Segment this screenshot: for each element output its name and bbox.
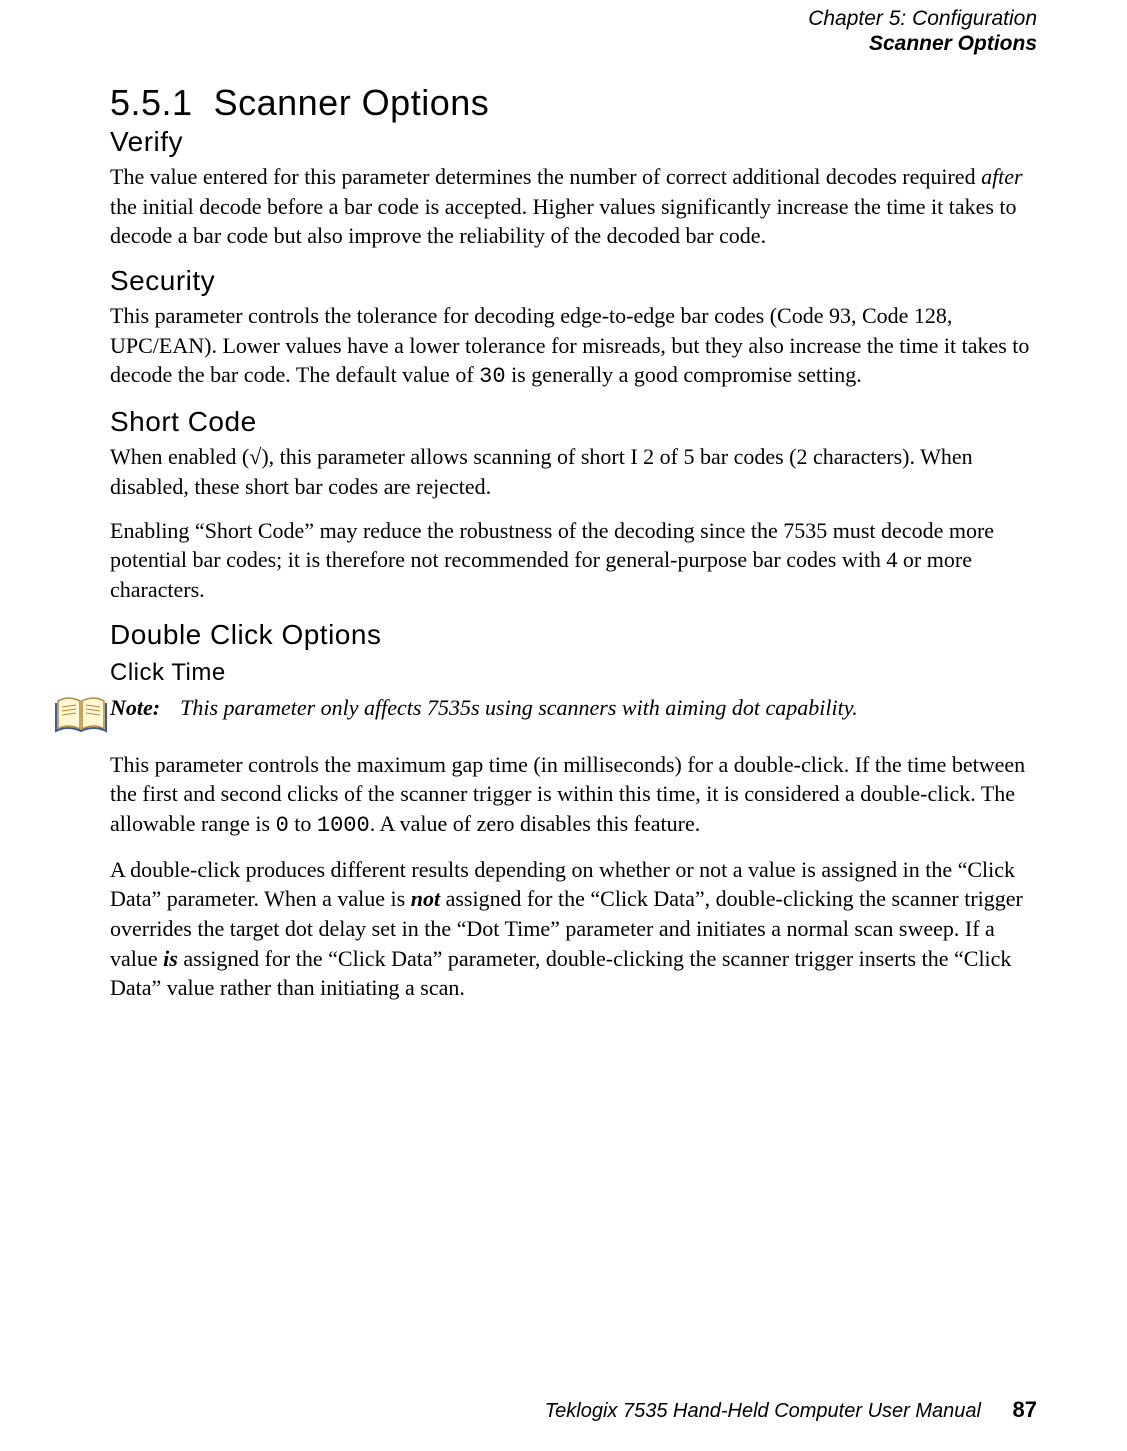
running-header-line1: Chapter 5: Configuration [808, 7, 1037, 30]
book-icon [54, 695, 108, 740]
running-header: Chapter 5: Configuration Scanner Options [808, 6, 1037, 56]
security-paragraph: This parameter controls the tolerance fo… [110, 301, 1037, 392]
content: 5.5.1 Scanner Options Verify The value e… [110, 0, 1037, 1003]
code-value: 30 [479, 364, 505, 389]
section-title: Scanner Options [214, 82, 490, 123]
code-value: 0 [276, 813, 289, 838]
doubleclick-heading: Double Click Options [110, 619, 1037, 651]
security-heading: Security [110, 265, 1037, 297]
text-italic: after [981, 164, 1023, 189]
text: is generally a good compromise setting. [506, 362, 862, 387]
shortcode-paragraph-2: Enabling “Short Code” may reduce the rob… [110, 516, 1037, 605]
verify-paragraph: The value entered for this parameter det… [110, 162, 1037, 251]
note-body: This parameter only affects 7535s using … [180, 695, 858, 720]
shortcode-heading: Short Code [110, 406, 1037, 438]
text-bold-italic: not [411, 886, 440, 911]
clicktime-paragraph-1: This parameter controls the maximum gap … [110, 750, 1037, 841]
text: . A value of zero disables this feature. [370, 811, 701, 836]
verify-heading: Verify [110, 126, 1037, 158]
note-label: Note: [110, 695, 160, 720]
page-number: 87 [1013, 1397, 1037, 1422]
running-header-line2: Scanner Options [869, 32, 1037, 55]
text: to [289, 811, 317, 836]
page: Chapter 5: Configuration Scanner Options… [0, 0, 1127, 1451]
text-bold-italic: is [163, 946, 178, 971]
section-heading: 5.5.1 Scanner Options [110, 82, 1037, 124]
text: the initial decode before a bar code is … [110, 194, 1017, 249]
note-text: Note: This parameter only affects 7535s u… [110, 693, 858, 723]
footer-text: Teklogix 7535 Hand-Held Computer User Ma… [545, 1400, 981, 1422]
code-value: 1000 [317, 813, 370, 838]
note-block: Note: This parameter only affects 7535s u… [54, 693, 1037, 740]
clicktime-heading: Click Time [110, 659, 1037, 687]
text: assigned for the “Click Data” parameter,… [110, 946, 1011, 1001]
page-footer: Teklogix 7535 Hand-Held Computer User Ma… [545, 1397, 1037, 1423]
section-number: 5.5.1 [110, 82, 193, 123]
clicktime-paragraph-2: A double-click produces different result… [110, 855, 1037, 1003]
shortcode-paragraph-1: When enabled (√), this parameter allows … [110, 442, 1037, 501]
text: The value entered for this parameter det… [110, 164, 981, 189]
